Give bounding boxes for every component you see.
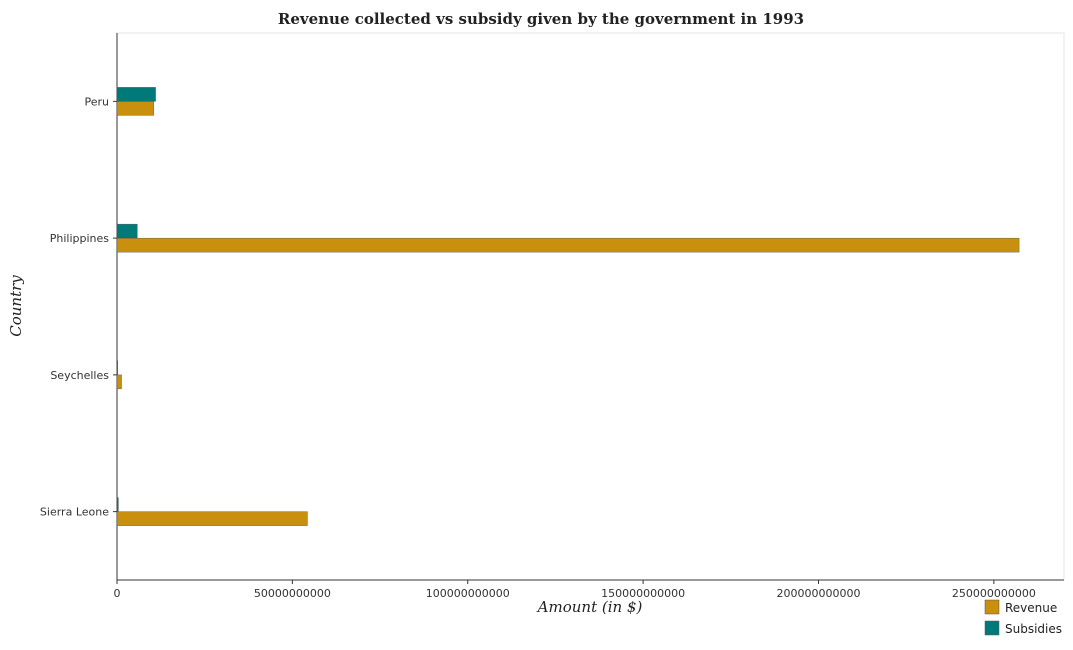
y-axis-label: Country (7, 275, 25, 337)
legend-label-subsidies: Subsidies (1005, 622, 1062, 636)
legend-label-revenue: Revenue (1005, 601, 1057, 615)
bar-subsidies-sierra-leone (116, 497, 119, 512)
bars (116, 87, 1020, 526)
x-tick-label: 250000000000 (952, 587, 1036, 600)
y-tick-label: Seychelles (50, 369, 109, 382)
legend: Revenue Subsidies (984, 599, 1062, 636)
bar-subsidies-philippines (116, 223, 138, 239)
bar-revenue-peru (116, 101, 155, 116)
x-tick-label: 200000000000 (776, 587, 860, 600)
bar-revenue-philippines (116, 237, 1020, 253)
x-tick-label: 0 (114, 587, 121, 600)
x-tick-label: 150000000000 (601, 587, 685, 600)
bar-revenue-seychelles (116, 374, 122, 390)
legend-swatch-revenue (984, 599, 1000, 615)
plot-area (116, 32, 1065, 581)
x-ticks: 0 50000000000 100000000000 150000000000 2000… (114, 580, 1036, 600)
y-tick-label: Peru (84, 95, 109, 108)
bar-subsidies-seychelles (116, 360, 119, 376)
y-ticks: Peru Philippines Seychelles Sierra Leone (40, 95, 117, 519)
y-tick-label: Philippines (50, 232, 110, 245)
x-axis-label: Amount (in $) (536, 598, 643, 616)
x-tick-label: 100000000000 (426, 587, 510, 600)
y-tick-label: Sierra Leone (40, 506, 109, 519)
legend-swatch-subsidies (984, 620, 1000, 636)
bar-revenue-sierra-leone (116, 511, 308, 526)
chart-title: Revenue collected vs subsidy given by th… (278, 10, 804, 28)
bar-subsidies-peru (116, 87, 156, 102)
x-tick-label: 50000000000 (254, 587, 331, 600)
